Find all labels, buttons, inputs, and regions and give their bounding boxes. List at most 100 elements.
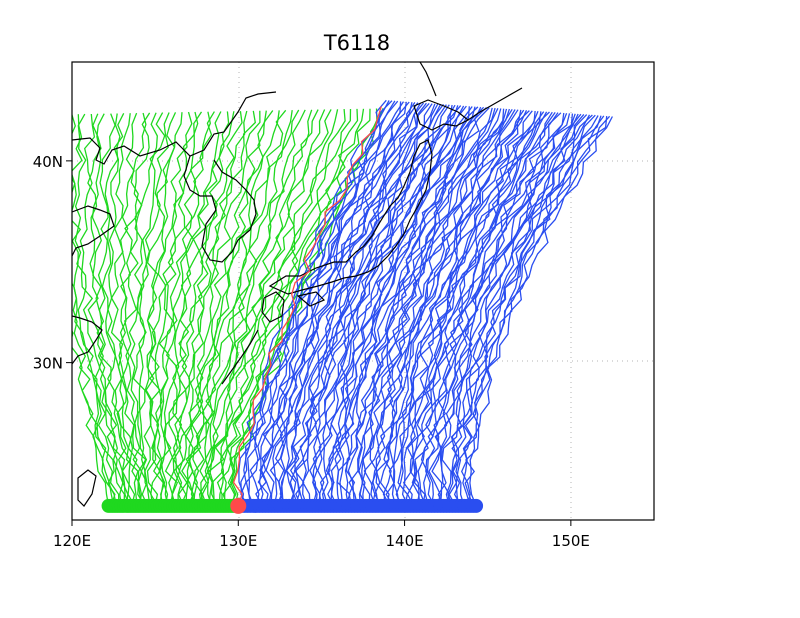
- track-line: [232, 106, 382, 507]
- track-line: [227, 108, 378, 507]
- track-line: [426, 113, 571, 506]
- track-line: [185, 110, 261, 506]
- track-line: [156, 111, 203, 507]
- track-line: [231, 108, 384, 507]
- coastline-taiwan: [77, 469, 97, 507]
- track-line: [229, 108, 371, 507]
- track-line: [447, 114, 591, 507]
- west-tracks: [72, 108, 384, 507]
- track-line: [138, 112, 170, 506]
- track-line: [151, 111, 199, 506]
- coastline-china-south: [72, 315, 103, 365]
- track-line: [462, 116, 608, 507]
- coastline-sakhalin: [419, 62, 437, 97]
- track-line: [274, 102, 425, 506]
- track-line: [347, 107, 496, 506]
- track-line: [171, 111, 235, 507]
- start-points: [101, 497, 484, 514]
- track-line: [74, 113, 117, 507]
- track-line: [216, 108, 352, 506]
- track-line: [451, 114, 596, 506]
- coastline-honshu: [268, 139, 433, 295]
- track-line: [279, 102, 430, 507]
- track-line: [201, 109, 313, 507]
- track-line: [194, 110, 293, 507]
- track-line: [159, 111, 211, 507]
- start-point-central: [230, 497, 247, 514]
- track-line: [397, 111, 545, 507]
- track-line: [363, 108, 513, 507]
- start-point-east: [469, 498, 484, 513]
- track-line: [357, 108, 505, 506]
- coastline-korea: [183, 155, 257, 263]
- track-line: [448, 114, 593, 507]
- track-line: [149, 111, 193, 507]
- y-tick-label: 30N: [33, 355, 63, 373]
- map-frame: [71, 61, 655, 521]
- track-line: [119, 112, 147, 507]
- x-tick-label: 120E: [53, 532, 91, 550]
- coastline-ryukyu: [221, 329, 259, 385]
- y-tick-label: 40N: [33, 153, 63, 171]
- track-line: [97, 113, 129, 506]
- y-axis-ticks: 30N 40N: [33, 153, 72, 373]
- track-line: [285, 103, 436, 506]
- track-line: [117, 112, 139, 506]
- track-line: [164, 111, 222, 507]
- track-line: [312, 105, 459, 506]
- track-line: [338, 106, 485, 506]
- track-line: [206, 109, 319, 506]
- track-line: [173, 111, 243, 506]
- track-line: [289, 103, 442, 507]
- x-tick-label: 130E: [219, 532, 257, 550]
- track-line: [218, 109, 346, 506]
- track-line: [164, 111, 230, 506]
- track-line: [132, 112, 166, 507]
- track-line: [106, 113, 136, 507]
- track-line: [321, 105, 467, 507]
- track-line: [336, 107, 487, 507]
- track-line: [469, 116, 613, 507]
- track-line: [409, 112, 556, 507]
- track-line: [361, 108, 511, 506]
- track-line: [160, 111, 215, 507]
- x-tick-label: 150E: [552, 532, 590, 550]
- track-line: [87, 113, 124, 506]
- track-line: [369, 109, 516, 507]
- coastline-kyushu: [261, 291, 285, 323]
- coastline-shikoku: [296, 291, 326, 307]
- track-line: [177, 110, 256, 507]
- track-line: [393, 110, 539, 506]
- track-line: [316, 105, 465, 507]
- track-line: [198, 109, 300, 506]
- track-line: [382, 110, 530, 507]
- coastline-hokkaido: [413, 99, 470, 131]
- track-line: [439, 113, 585, 507]
- track-line: [402, 111, 550, 506]
- track-line: [260, 102, 413, 507]
- map-title: T6118: [323, 31, 390, 55]
- coastline-china-east: [72, 205, 115, 257]
- track-line: [325, 106, 476, 507]
- track-line: [128, 112, 158, 507]
- track-line: [249, 101, 402, 507]
- coastlines: [72, 62, 523, 507]
- track-line: [406, 111, 553, 507]
- track-line: [208, 109, 332, 506]
- track-line: [293, 104, 445, 507]
- track-line: [79, 113, 120, 506]
- track-line: [312, 105, 462, 506]
- track-line: [257, 101, 410, 507]
- track-line: [200, 109, 306, 507]
- coastline-asia-north: [72, 91, 277, 165]
- track-line: [110, 113, 135, 507]
- track-line: [220, 108, 359, 506]
- track-line: [302, 104, 450, 507]
- track-line: [309, 104, 456, 507]
- central-track: [232, 106, 382, 507]
- track-line: [411, 112, 559, 506]
- coastline-kuril: [467, 87, 523, 121]
- x-axis-ticks: 120E 130E 140E 150E: [53, 520, 590, 550]
- east-tracks: [238, 99, 613, 507]
